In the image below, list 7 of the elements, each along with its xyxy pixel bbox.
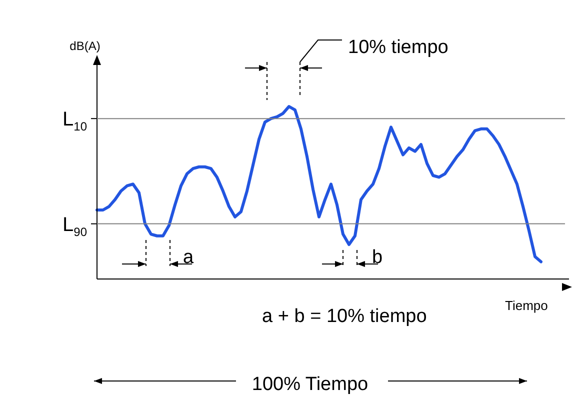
- annotation: b: [372, 247, 383, 268]
- text: 100% Tiempo: [252, 374, 368, 395]
- x-axis-title: Tiempo: [505, 298, 548, 313]
- y-axis-title: dB(A): [70, 39, 100, 53]
- annotation: a: [183, 247, 194, 268]
- text: 10% tiempo: [348, 37, 448, 58]
- text: a + b = 10% tiempo: [262, 306, 427, 327]
